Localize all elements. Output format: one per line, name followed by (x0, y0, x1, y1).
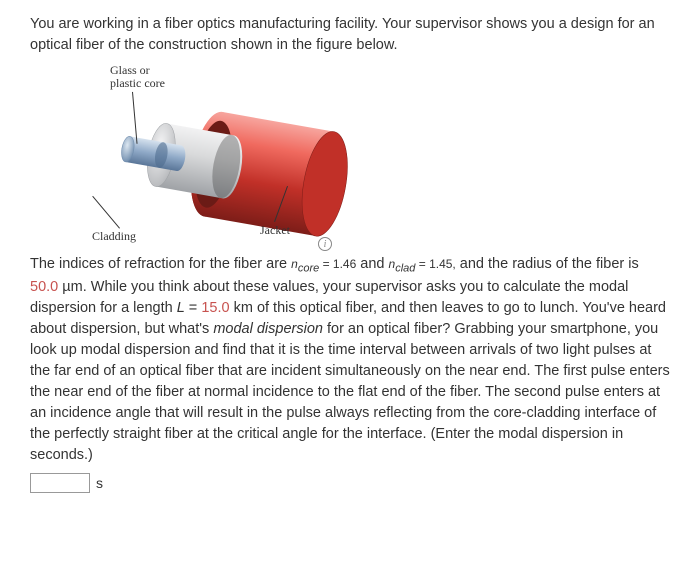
fiber-svg (60, 62, 400, 252)
answer-row: s (30, 473, 670, 493)
label-core: Glass or plastic core (110, 64, 165, 90)
problem-description: The indices of refraction for the fiber … (30, 254, 670, 466)
label-cladding: Cladding (92, 230, 136, 243)
answer-input[interactable] (30, 473, 90, 493)
answer-unit: s (96, 473, 103, 493)
info-icon[interactable]: i (318, 237, 332, 251)
fiber-figure: Glass or plastic core Cladding Jacket i (60, 62, 400, 252)
problem-intro: You are working in a fiber optics manufa… (30, 14, 670, 56)
label-jacket: Jacket (260, 224, 290, 237)
